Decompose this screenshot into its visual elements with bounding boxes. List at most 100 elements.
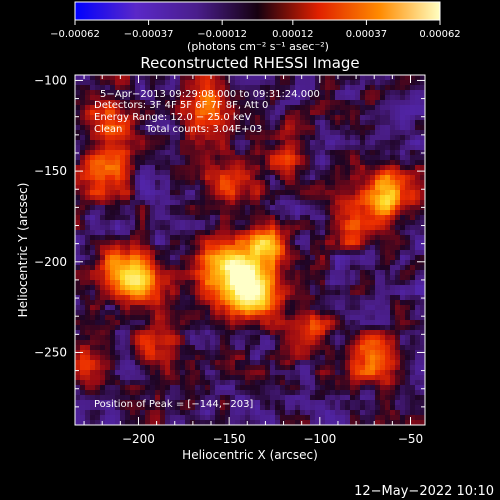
heatmap-cell bbox=[365, 275, 371, 281]
heatmap-cell bbox=[290, 135, 296, 141]
heatmap-cell bbox=[360, 75, 366, 81]
heatmap-cell bbox=[385, 155, 391, 161]
heatmap-cell bbox=[130, 140, 136, 146]
heatmap-cell bbox=[320, 75, 326, 81]
heatmap-cell bbox=[125, 290, 131, 296]
heatmap-cell bbox=[340, 100, 346, 106]
heatmap-cell bbox=[405, 330, 411, 336]
heatmap-cell bbox=[410, 410, 416, 416]
heatmap-cell bbox=[200, 250, 206, 256]
heatmap-cell bbox=[160, 105, 166, 111]
heatmap-cell bbox=[90, 225, 96, 231]
heatmap-cell bbox=[420, 415, 425, 421]
heatmap-cell bbox=[290, 185, 296, 191]
heatmap-cell bbox=[115, 330, 121, 336]
heatmap-cell bbox=[320, 400, 326, 406]
heatmap-cell bbox=[110, 365, 116, 371]
heatmap-cell bbox=[205, 140, 211, 146]
heatmap-cell bbox=[330, 105, 336, 111]
heatmap-cell bbox=[170, 355, 176, 361]
heatmap-cell bbox=[150, 270, 156, 276]
heatmap-cell bbox=[420, 335, 425, 341]
heatmap-cell bbox=[345, 205, 351, 211]
heatmap-cell bbox=[315, 230, 321, 236]
heatmap-cell bbox=[180, 85, 186, 91]
heatmap-cell bbox=[115, 335, 121, 341]
heatmap-cell bbox=[255, 310, 261, 316]
heatmap-cell bbox=[150, 105, 156, 111]
heatmap-cell bbox=[380, 380, 386, 386]
heatmap-cell bbox=[105, 215, 111, 221]
heatmap-cell bbox=[150, 380, 156, 386]
heatmap-cell bbox=[170, 110, 176, 116]
heatmap-cell bbox=[155, 220, 161, 226]
heatmap-cell bbox=[195, 150, 201, 156]
heatmap-cell bbox=[250, 310, 256, 316]
heatmap-cell bbox=[180, 180, 186, 186]
heatmap-cell bbox=[95, 125, 101, 131]
heatmap-cell bbox=[240, 170, 246, 176]
heatmap-cell bbox=[385, 355, 391, 361]
heatmap-cell bbox=[265, 295, 271, 301]
heatmap-cell bbox=[120, 85, 126, 91]
heatmap-cell bbox=[330, 120, 336, 126]
heatmap-cell bbox=[215, 170, 221, 176]
heatmap-cell bbox=[365, 310, 371, 316]
heatmap-cell bbox=[415, 165, 421, 171]
heatmap-cell bbox=[110, 310, 116, 316]
heatmap-cell bbox=[245, 350, 251, 356]
heatmap-cell bbox=[155, 255, 161, 261]
heatmap-cell bbox=[370, 310, 376, 316]
heatmap-cell bbox=[320, 295, 326, 301]
heatmap-cell bbox=[280, 225, 286, 231]
heatmap-cell bbox=[180, 220, 186, 226]
heatmap-cell bbox=[335, 370, 341, 376]
heatmap-cell bbox=[375, 220, 381, 226]
heatmap-cell bbox=[230, 115, 236, 121]
heatmap-cell bbox=[410, 360, 416, 366]
heatmap-cell bbox=[125, 130, 131, 136]
heatmap-cell bbox=[110, 315, 116, 321]
heatmap-cell bbox=[105, 385, 111, 391]
heatmap-cell bbox=[125, 145, 131, 151]
heatmap-cell bbox=[200, 210, 206, 216]
heatmap-cell bbox=[355, 335, 361, 341]
heatmap-cell bbox=[105, 420, 111, 425]
heatmap-cell bbox=[275, 190, 281, 196]
heatmap-cell bbox=[85, 155, 91, 161]
heatmap-cell bbox=[115, 370, 121, 376]
heatmap-cell bbox=[240, 415, 246, 421]
heatmap-cell bbox=[405, 395, 411, 401]
heatmap-cell bbox=[205, 265, 211, 271]
heatmap-cell bbox=[320, 335, 326, 341]
heatmap-cell bbox=[360, 260, 366, 266]
heatmap-cell bbox=[270, 150, 276, 156]
heatmap-cell bbox=[255, 130, 261, 136]
heatmap-cell bbox=[280, 380, 286, 386]
heatmap-cell bbox=[270, 85, 276, 91]
heatmap-cell bbox=[400, 320, 406, 326]
heatmap-cell bbox=[125, 185, 131, 191]
heatmap-cell bbox=[190, 295, 196, 301]
heatmap-cell bbox=[255, 350, 261, 356]
heatmap-cell bbox=[185, 410, 191, 416]
heatmap-cell bbox=[215, 215, 221, 221]
heatmap-cell bbox=[390, 255, 396, 261]
heatmap-cell bbox=[135, 255, 141, 261]
heatmap-cell bbox=[160, 185, 166, 191]
heatmap-cell bbox=[85, 380, 91, 386]
heatmap-cell bbox=[315, 345, 321, 351]
heatmap-cell bbox=[405, 95, 411, 101]
heatmap-cell bbox=[210, 90, 216, 96]
heatmap-cell bbox=[135, 290, 141, 296]
heatmap-cell bbox=[190, 320, 196, 326]
heatmap-cell bbox=[95, 85, 101, 91]
heatmap-cell bbox=[420, 160, 425, 166]
heatmap-cell bbox=[265, 330, 271, 336]
heatmap-cell bbox=[245, 115, 251, 121]
heatmap-cell bbox=[260, 385, 266, 391]
heatmap-cell bbox=[240, 225, 246, 231]
heatmap-cell bbox=[120, 170, 126, 176]
heatmap-cell bbox=[160, 110, 166, 116]
heatmap-cell bbox=[240, 160, 246, 166]
